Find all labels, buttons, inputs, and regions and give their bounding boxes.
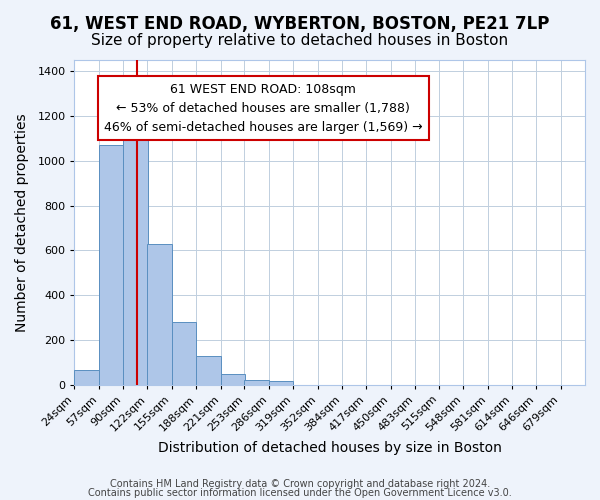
Bar: [244, 380, 269, 384]
Bar: [221, 374, 245, 384]
Text: Contains public sector information licensed under the Open Government Licence v3: Contains public sector information licen…: [88, 488, 512, 498]
Bar: [124, 126, 148, 384]
Bar: [196, 356, 221, 384]
X-axis label: Distribution of detached houses by size in Boston: Distribution of detached houses by size …: [158, 441, 502, 455]
Text: 61 WEST END ROAD: 108sqm
← 53% of detached houses are smaller (1,788)
46% of sem: 61 WEST END ROAD: 108sqm ← 53% of detach…: [104, 82, 422, 134]
Bar: [147, 244, 172, 384]
Text: 61, WEST END ROAD, WYBERTON, BOSTON, PE21 7LP: 61, WEST END ROAD, WYBERTON, BOSTON, PE2…: [50, 15, 550, 33]
Bar: [74, 370, 99, 384]
Bar: [172, 322, 196, 384]
Text: Size of property relative to detached houses in Boston: Size of property relative to detached ho…: [91, 32, 509, 48]
Bar: [269, 382, 293, 384]
Bar: [99, 145, 124, 384]
Text: Contains HM Land Registry data © Crown copyright and database right 2024.: Contains HM Land Registry data © Crown c…: [110, 479, 490, 489]
Y-axis label: Number of detached properties: Number of detached properties: [15, 113, 29, 332]
